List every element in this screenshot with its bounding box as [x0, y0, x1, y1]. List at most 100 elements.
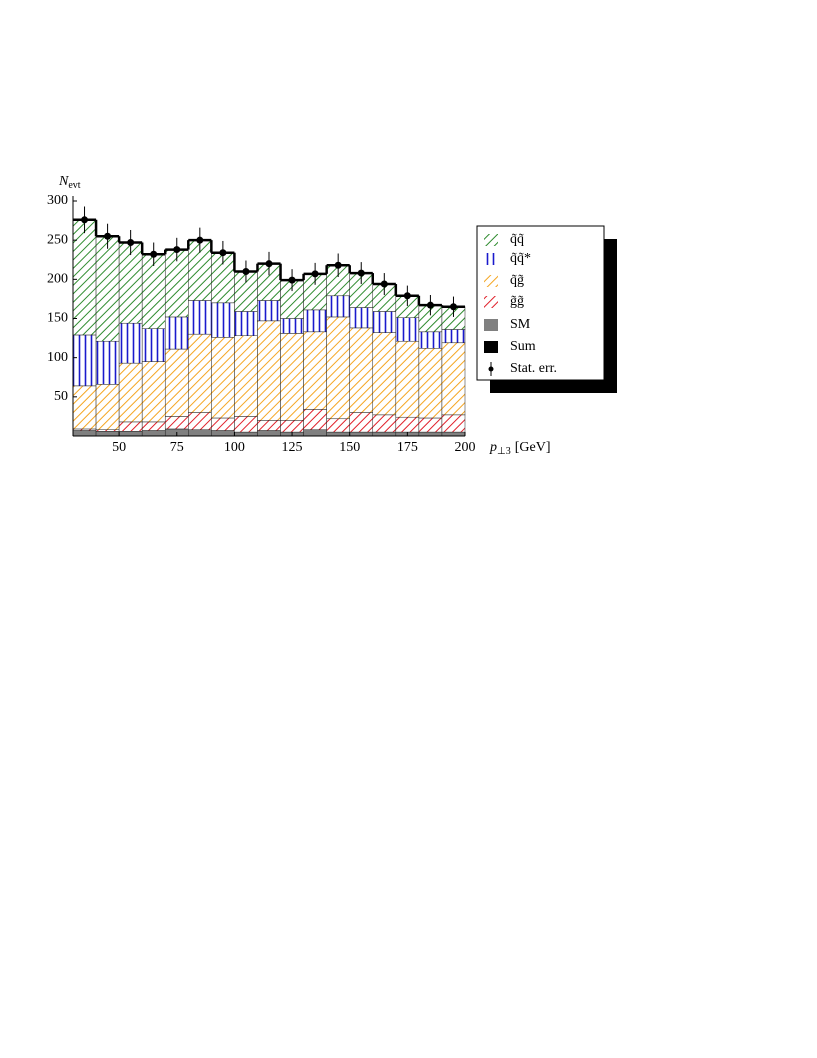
bar-segment	[372, 414, 397, 433]
bar-segment	[303, 309, 327, 333]
bar-segment	[372, 431, 397, 437]
bar-segment	[234, 416, 258, 433]
bar-segment	[326, 431, 350, 437]
bar-segment	[395, 340, 420, 418]
data-point	[150, 250, 158, 258]
data-point	[173, 246, 181, 254]
y-tick-label: 50	[54, 389, 68, 404]
bar-segment	[349, 431, 374, 437]
bar-segment	[326, 418, 350, 433]
bar-segment	[211, 337, 235, 419]
bar-segment	[303, 409, 327, 430]
bar-segment	[188, 429, 212, 437]
bar-segment	[95, 384, 120, 430]
bar-segment	[141, 361, 166, 423]
data-point	[380, 280, 388, 288]
data-point	[127, 239, 135, 247]
legend-swatch	[484, 234, 498, 246]
data-point	[196, 236, 204, 244]
bar-segment	[118, 421, 143, 432]
y-tick-label: 200	[47, 272, 68, 287]
bar-segment	[72, 430, 97, 437]
x-tick-label: 200	[455, 440, 476, 455]
x-tick-label: 100	[224, 440, 245, 455]
legend-label: Sum	[510, 339, 536, 354]
bar-segment	[395, 317, 420, 342]
legend-label: Stat. err.	[510, 361, 557, 376]
bar-segment	[211, 302, 235, 338]
y-label-main: N	[58, 174, 69, 189]
bar-segment	[211, 417, 235, 431]
bar-segment	[418, 417, 443, 433]
x-axis-label: p⊥3 [GeV]	[489, 440, 550, 457]
data-point	[219, 249, 227, 257]
bar-segment	[441, 329, 466, 344]
data-point	[449, 303, 457, 311]
legend-error-dot	[488, 366, 494, 372]
bar-segment	[188, 333, 212, 413]
bar-segment	[141, 421, 166, 431]
bar-segment	[164, 416, 189, 430]
legend-swatch	[484, 253, 498, 265]
data-point	[242, 268, 250, 275]
bar-segment	[164, 316, 189, 350]
bar-segment	[418, 431, 443, 437]
bar-segment	[234, 311, 258, 336]
legend-label: SM	[510, 317, 531, 332]
data-point	[311, 270, 319, 278]
y-tick-label: 250	[47, 232, 68, 247]
legend-swatch	[484, 341, 498, 353]
bar-segment	[326, 316, 350, 420]
bar-segment	[257, 430, 281, 437]
bar-segment	[72, 219, 97, 336]
x-tick-label: 75	[170, 440, 184, 455]
bar-segment	[303, 331, 327, 410]
legend-swatch	[484, 275, 498, 287]
bar-segment	[95, 340, 120, 385]
x-tick-label: 125	[282, 440, 303, 455]
bar-segment	[141, 328, 166, 362]
bar-segment	[188, 300, 212, 335]
bar-segment	[257, 420, 281, 431]
y-tick-label: 300	[47, 193, 68, 208]
legend-label: g̃g̃	[510, 294, 524, 309]
bar-segment	[349, 327, 374, 413]
x-tick-label: 175	[397, 440, 418, 455]
legend-label: q̃g̃	[510, 273, 524, 288]
bar-segment	[72, 385, 97, 430]
x-tick-label: 150	[339, 440, 360, 455]
bar-segment	[280, 333, 304, 421]
bar-segment	[118, 431, 143, 437]
bar-segment	[257, 300, 281, 322]
bar-segment	[118, 322, 143, 364]
bar-segment	[441, 342, 466, 416]
legend-box	[476, 225, 605, 381]
x-label-unit: [GeV]	[515, 440, 551, 455]
bar-segment	[118, 362, 143, 423]
y-tick-label: 100	[47, 350, 68, 365]
bar-segment	[211, 430, 235, 437]
x-label-sub: ⊥3	[497, 446, 511, 457]
legend-swatch	[484, 319, 498, 331]
y-axis-label: Nevt	[58, 174, 81, 191]
data-point	[403, 292, 411, 300]
legend-label: q̃q̃*	[510, 251, 531, 266]
data-point	[426, 301, 434, 309]
bar-segment	[372, 311, 397, 333]
bar-segment	[234, 335, 258, 417]
bar-segment	[164, 348, 189, 417]
data-point	[357, 269, 365, 277]
bar-segment	[280, 318, 304, 334]
y-tick-label: 150	[47, 311, 68, 326]
bar-segment	[418, 331, 443, 349]
bar-segment	[72, 334, 97, 387]
bar-segment	[303, 429, 327, 437]
bar-segment	[141, 430, 166, 437]
bar-segment	[257, 320, 281, 421]
bar-segment	[441, 414, 466, 433]
bar-segment	[280, 420, 304, 433]
data-point	[81, 216, 89, 224]
data-point	[288, 276, 296, 284]
bar-segment	[372, 332, 397, 416]
